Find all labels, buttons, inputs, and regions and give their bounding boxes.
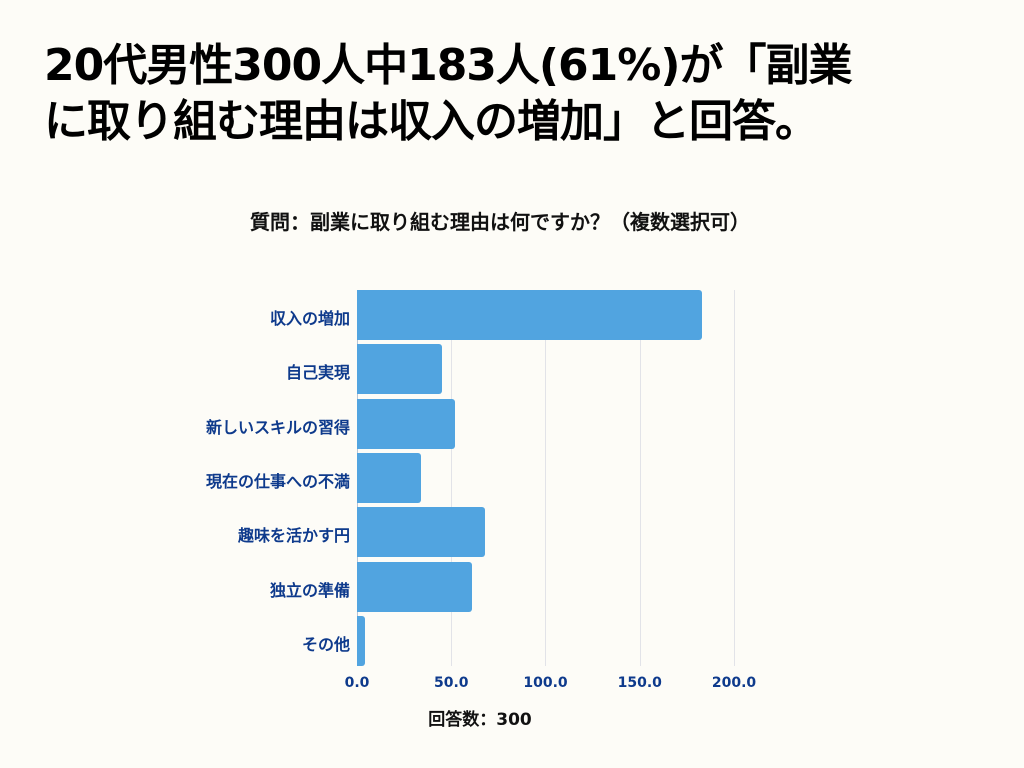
y-axis-category-label: 独立の準備 — [269, 580, 350, 600]
gridline-200 — [734, 290, 735, 666]
bar — [357, 398, 456, 449]
x-axis-label: 回答数：300 — [428, 710, 532, 730]
headline-line-1: 20代男性300人中183人(61%)が「副業 — [44, 40, 852, 91]
x-axis-tick-label: 150.0 — [617, 675, 662, 691]
gridline-100 — [545, 290, 546, 666]
bar — [357, 290, 702, 340]
y-axis-category-label: 現在の仕事への不満 — [205, 471, 350, 491]
bar — [357, 507, 486, 558]
bar — [357, 561, 472, 612]
bar — [357, 452, 422, 503]
bar — [357, 615, 365, 666]
y-axis-category-label: 自己実現 — [285, 363, 350, 383]
chart-title: 質問：副業に取り組む理由は何ですか？（複数選択可） — [250, 210, 750, 234]
gridline-50 — [451, 290, 452, 666]
x-axis-tick-label: 100.0 — [523, 675, 568, 691]
x-axis-tick-label: 200.0 — [711, 675, 757, 691]
headline-line-2: に取り組む理由は収入の増加」と回答。 — [44, 96, 819, 147]
x-axis-tick-label: 50.0 — [433, 675, 469, 691]
headline: 20代男性300人中183人(61%)が「副業 に取り組む理由は収入の増加」と回… — [44, 38, 1004, 150]
y-axis-category-label: 新しいスキルの習得 — [205, 417, 350, 437]
y-axis-category-label: 趣味を活かす円 — [237, 526, 350, 546]
plot-area — [357, 290, 757, 666]
y-axis-category-label: その他 — [301, 634, 350, 654]
bar — [357, 344, 442, 395]
x-axis-tick-label: 0.0 — [344, 675, 370, 691]
gridline-150 — [640, 290, 641, 666]
y-axis-category-label: 収入の増加 — [269, 309, 350, 328]
